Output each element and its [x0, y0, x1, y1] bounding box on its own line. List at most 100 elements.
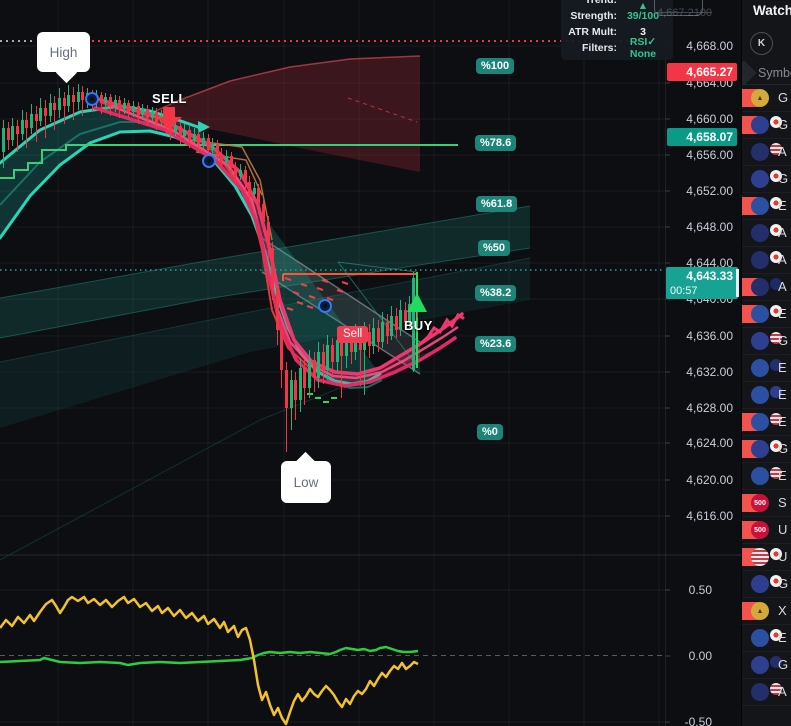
symbol-sort-icon[interactable]: [742, 60, 757, 86]
fib-level-badge[interactable]: %100: [476, 58, 515, 74]
secondary-flag-icon: [770, 575, 782, 587]
info-value: 39/100: [626, 10, 660, 22]
reference-lines: [0, 40, 665, 271]
bearish-cloud: [139, 55, 421, 172]
instrument-flag-icon: 500: [751, 494, 769, 512]
fib-level-badge[interactable]: %61.8: [476, 196, 518, 212]
sell-signal-label: SELL: [152, 91, 187, 106]
low-label: Low: [293, 474, 319, 490]
watchlist-row[interactable]: ▲ G: [742, 85, 791, 112]
watchlist-row[interactable]: G: [742, 571, 791, 598]
instrument-flag-icon: [751, 143, 782, 161]
svg-text:4,632.00: 4,632.00: [686, 365, 733, 379]
watchlist-row[interactable]: A: [742, 247, 791, 274]
secondary-flag-icon: [770, 467, 782, 479]
symbol-column-header[interactable]: Symbol: [758, 66, 791, 80]
svg-text:0.00: 0.00: [689, 649, 713, 663]
watchlist-row[interactable]: A: [742, 220, 791, 247]
symbol-label: G: [778, 576, 789, 591]
symbol-label: G: [778, 90, 789, 105]
flag-emblem: 500: [754, 499, 766, 507]
symbol-label: X: [778, 603, 787, 618]
indicator-info-panel: Trend: BULLISH ▲ Strength: 39/100 ATR Mult: 3…: [561, 0, 673, 60]
fib-level-badge[interactable]: %0: [477, 424, 503, 440]
instrument-flag-icon: [751, 440, 782, 458]
svg-text:4,620.00: 4,620.00: [686, 473, 733, 487]
watchlist-panel[interactable]: Watchlist K Symbol ▲GGAGEAAAEGEEEGE500S5…: [741, 0, 791, 726]
instrument-flag-icon: ▲: [751, 89, 769, 107]
svg-text:4,643.33: 4,643.33: [686, 269, 733, 283]
secondary-flag-icon: [770, 332, 782, 344]
secondary-flag-icon: [770, 197, 782, 209]
sell-tag-badge[interactable]: Sell: [337, 326, 369, 343]
entry-lines: [282, 261, 418, 368]
chart-toolbar-button[interactable]: [654, 0, 703, 16]
secondary-flag-icon: [770, 548, 782, 560]
symbol-label: E: [778, 414, 787, 429]
watchlist-row[interactable]: A: [742, 274, 791, 301]
secondary-flag-icon: [770, 143, 782, 155]
watchlist-row[interactable]: E: [742, 382, 791, 409]
info-row: Trend: BULLISH ▲: [563, 0, 669, 12]
symbol-label: U: [778, 522, 788, 537]
watchlist-row[interactable]: E: [742, 463, 791, 490]
price-axis[interactable]: 4,668.004,664.004,660.004,656.004,652.00…: [665, 0, 739, 726]
account-avatar-button[interactable]: K: [750, 32, 773, 55]
watchlist-row[interactable]: U: [742, 544, 791, 571]
symbol-label: G: [778, 657, 789, 672]
watchlist-row[interactable]: 500 U: [742, 517, 791, 544]
instrument-flag-icon: [751, 170, 782, 188]
svg-text:4,656.00: 4,656.00: [686, 148, 733, 162]
watchlist-row[interactable]: E: [742, 355, 791, 382]
fib-level-badge[interactable]: %78.6: [475, 135, 517, 151]
symbol-label: G: [778, 333, 789, 348]
flag-emblem: ▲: [756, 94, 764, 102]
symbol-label: G: [778, 171, 789, 186]
fib-level-badge[interactable]: %23.6: [475, 336, 517, 352]
svg-text:4,644.00: 4,644.00: [686, 256, 733, 270]
instrument-flag-icon: [751, 413, 782, 431]
symbol-label: A: [778, 225, 787, 240]
watchlist-rows: ▲ G G A G E A A A E G E E E G E 500 S 500 U U G ▲ X E G A: [742, 85, 791, 706]
parallel-channel[interactable]: [261, 237, 421, 375]
symbol-label: E: [778, 387, 787, 402]
fib-level-badge[interactable]: %50: [478, 240, 511, 256]
symbol-label: A: [778, 144, 787, 159]
watchlist-row[interactable]: G: [742, 166, 791, 193]
symbol-label: E: [778, 468, 787, 483]
watchlist-row[interactable]: G: [742, 652, 791, 679]
watchlist-row[interactable]: E: [742, 409, 791, 436]
watchlist-row[interactable]: E: [742, 625, 791, 652]
watchlist-row[interactable]: A: [742, 679, 791, 706]
instrument-flag-icon: [751, 197, 782, 215]
symbol-label: U: [778, 549, 788, 564]
buy-arrow-icon: [407, 293, 427, 312]
svg-text:0.50: 0.50: [689, 583, 713, 597]
svg-text:4,648.00: 4,648.00: [686, 220, 733, 234]
high-annotation-callout[interactable]: High: [37, 32, 90, 84]
step-line-indicator: [0, 144, 458, 179]
symbol-label: G: [778, 117, 789, 132]
info-label: ATR Mult:: [568, 26, 617, 38]
low-annotation-callout[interactable]: Low: [281, 451, 331, 503]
fib-level-badge[interactable]: %38.2: [475, 285, 517, 301]
info-value: 3: [640, 26, 646, 38]
instrument-flag-icon: [751, 575, 782, 593]
info-row: Strength: 39/100: [563, 8, 669, 24]
instrument-flag-icon: [751, 359, 782, 377]
watchlist-row[interactable]: G: [742, 328, 791, 355]
symbol-label: A: [778, 279, 787, 294]
watchlist-row[interactable]: ▲ X: [742, 598, 791, 625]
svg-text:4,668.00: 4,668.00: [686, 39, 733, 53]
svg-text:4,636.00: 4,636.00: [686, 329, 733, 343]
watchlist-row[interactable]: E: [742, 301, 791, 328]
instrument-flag-icon: 500: [751, 521, 769, 539]
watchlist-row[interactable]: E: [742, 193, 791, 220]
instrument-flag-icon: [751, 656, 782, 674]
watchlist-row[interactable]: G: [742, 436, 791, 463]
watchlist-row[interactable]: 500 S: [742, 490, 791, 517]
watchlist-row[interactable]: A: [742, 139, 791, 166]
symbol-label: E: [778, 630, 787, 645]
price-chart-canvas[interactable]: 4,668.004,664.004,660.004,656.004,652.00…: [0, 0, 741, 726]
watchlist-row[interactable]: G: [742, 112, 791, 139]
